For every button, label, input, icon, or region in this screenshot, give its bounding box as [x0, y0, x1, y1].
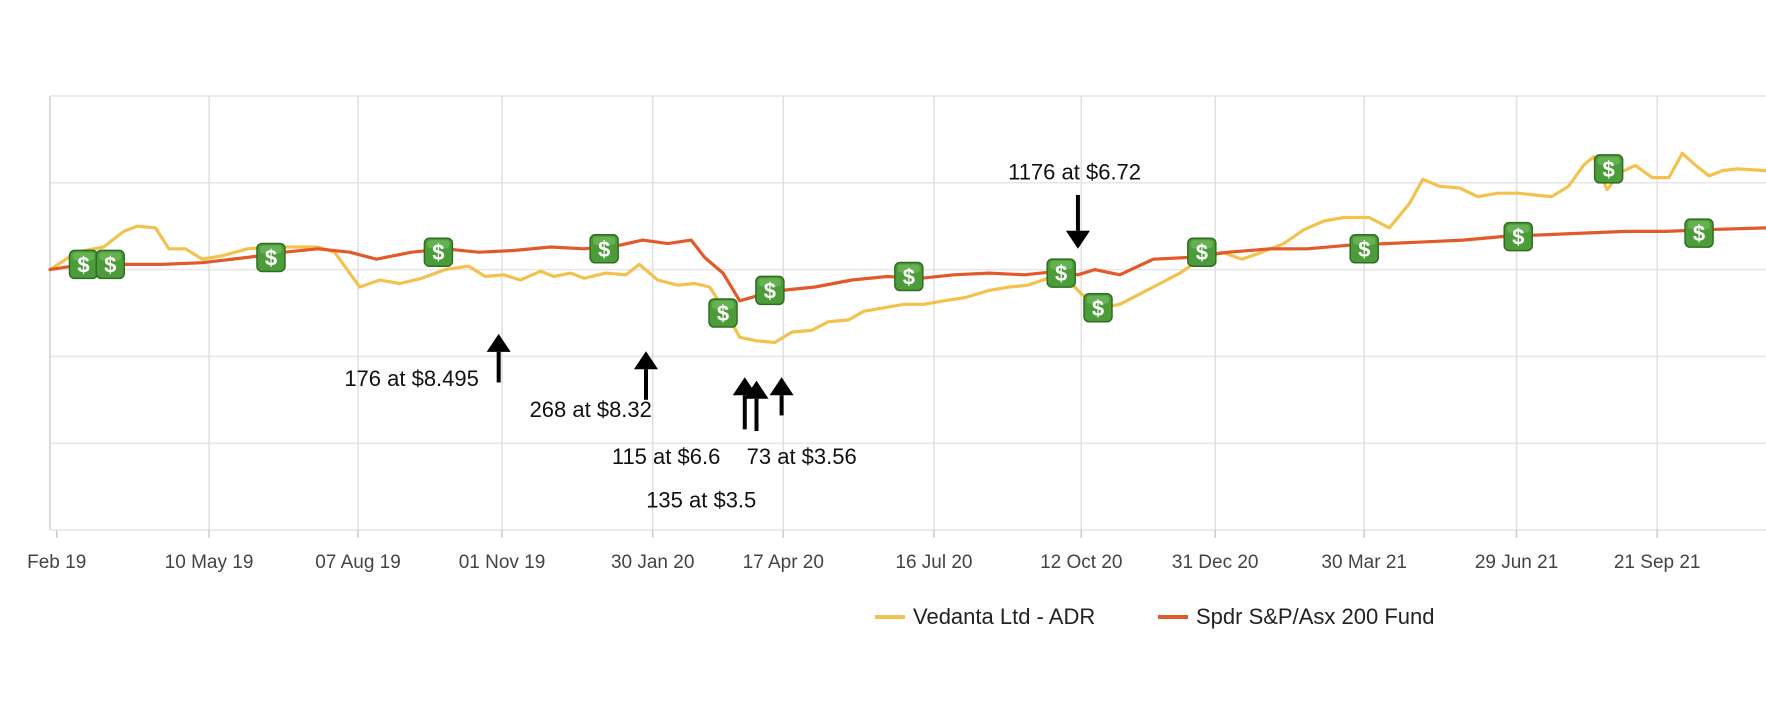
x-tick-label: 16 Jul 20 [895, 552, 972, 573]
x-tick-label: 29 Jun 21 [1475, 552, 1558, 573]
dollar-marker-shine [1597, 156, 1620, 165]
annotation-label: 135 at $3.5 [646, 487, 756, 512]
dollar-marker-symbol: $ [1055, 261, 1067, 286]
dollar-marker-shine [758, 278, 781, 287]
dollar-marker-icon[interactable]: $ [68, 249, 99, 280]
annotation-label: 73 at $3.56 [747, 444, 857, 469]
dollar-marker-shine [259, 245, 282, 254]
x-tick-label: Feb 19 [27, 552, 86, 573]
dollar-marker-symbol: $ [1092, 296, 1104, 321]
x-tick-label: 10 May 19 [165, 552, 254, 573]
dollar-marker-symbol: $ [598, 237, 610, 262]
dollar-marker-icon[interactable]: $ [1593, 154, 1624, 184]
legend-item-spdr-asx200[interactable]: Spdr S&P/Asx 200 Fund [1158, 604, 1434, 629]
legend[interactable]: Vedanta Ltd - ADR Spdr S&P/Asx 200 Fund [875, 604, 1434, 629]
dollar-marker-shine [593, 236, 616, 245]
x-tick-label: 30 Jan 20 [611, 552, 694, 573]
annotation-arrow-head [633, 351, 658, 370]
x-tick-label: 12 Oct 20 [1040, 552, 1122, 573]
annotation-label: 268 at $8.32 [530, 397, 652, 422]
dollar-marker-symbol: $ [1603, 157, 1615, 182]
dollar-marker-symbol: $ [265, 245, 277, 270]
annotation: 135 at $3.5 [646, 380, 769, 512]
annotation-arrow-head [486, 333, 511, 352]
dollar-marker-icon[interactable]: $ [1083, 293, 1113, 323]
dollar-marker-shine [712, 301, 735, 309]
dollar-marker-shine [1190, 240, 1213, 249]
dollar-marker-icon[interactable]: $ [1684, 218, 1714, 248]
dollar-marker-symbol: $ [903, 265, 915, 290]
annotation: 268 at $8.32 [530, 351, 658, 422]
dollar-marker-icon[interactable]: $ [256, 242, 286, 273]
series-line-spdr-asx200 [48, 226, 1766, 303]
dollar-marker-shine [1507, 224, 1530, 233]
x-tick-label: 31 Dec 20 [1172, 552, 1259, 573]
dollar-marker-shine [99, 252, 122, 261]
dollar-marker-shine [1050, 261, 1073, 270]
dollar-marker-shine [1087, 295, 1110, 304]
purchase-markers: $ $ $ $ $ $ $ $ $ $ $ $ $ $ $ [68, 154, 1714, 328]
dollar-marker-shine [1353, 236, 1376, 245]
dollar-marker-icon[interactable]: $ [1503, 221, 1533, 252]
annotation-arrow-head [769, 377, 794, 396]
x-axis: Feb 19 10 May 19 07 Aug 19 01 Nov 19 30 Jan … [27, 530, 1701, 573]
dollar-marker-icon[interactable]: $ [1046, 258, 1076, 288]
annotation-arrow-head [1065, 230, 1090, 249]
annotation: 115 at $6.6 [612, 377, 757, 469]
annotations: 176 at $8.495 268 at $8.32 115 at $6.6 135 … [344, 159, 1141, 512]
dollar-marker-shine [1688, 221, 1711, 230]
dollar-marker-shine [897, 264, 920, 273]
dollar-marker-symbol: $ [1358, 237, 1370, 262]
annotation-label: 176 at $8.495 [344, 366, 479, 391]
annotation: 176 at $8.495 [344, 333, 511, 391]
series-layer [48, 151, 1766, 345]
legend-label: Spdr S&P/Asx 200 Fund [1196, 604, 1434, 629]
annotation-label: 115 at $6.6 [612, 444, 720, 469]
dollar-marker-icon[interactable]: $ [423, 237, 454, 267]
dollar-marker-symbol: $ [1512, 225, 1524, 250]
dollar-marker-symbol: $ [104, 252, 116, 277]
annotation: 73 at $3.56 [747, 377, 857, 469]
dollar-marker-symbol: $ [717, 301, 729, 326]
x-tick-label: 30 Mar 21 [1321, 552, 1407, 573]
annotation-arrow-head [744, 380, 769, 399]
series-line-vedanta [48, 151, 1766, 345]
dollar-marker-symbol: $ [764, 278, 776, 303]
dollar-marker-icon[interactable]: $ [1187, 237, 1217, 267]
x-tick-label: 01 Nov 19 [459, 552, 546, 573]
annotation-label: 1176 at $6.72 [1008, 159, 1141, 184]
dollar-marker-symbol: $ [432, 240, 444, 265]
dollar-marker-icon[interactable]: $ [755, 275, 785, 306]
annotation: 1176 at $6.72 [1008, 159, 1141, 249]
dollar-marker-symbol: $ [1196, 240, 1208, 265]
dollar-marker-shine [72, 252, 95, 261]
dollar-marker-icon[interactable]: $ [95, 249, 126, 280]
dollar-marker-icon[interactable]: $ [708, 298, 738, 328]
grid-layer [49, 95, 1766, 531]
dollar-marker-icon[interactable]: $ [894, 261, 924, 292]
dollar-marker-symbol: $ [1693, 221, 1705, 246]
dollar-marker-shine [427, 240, 450, 249]
dollar-marker-symbol: $ [77, 252, 89, 277]
dollar-marker-icon[interactable]: $ [589, 234, 619, 264]
dollar-marker-icon[interactable]: $ [1349, 234, 1379, 264]
x-tick-label: 21 Sep 21 [1614, 552, 1701, 573]
legend-item-vedanta[interactable]: Vedanta Ltd - ADR [875, 604, 1095, 629]
legend-label: Vedanta Ltd - ADR [913, 604, 1095, 629]
x-tick-label: 07 Aug 19 [315, 552, 401, 573]
x-tick-label: 17 Apr 20 [743, 552, 824, 573]
